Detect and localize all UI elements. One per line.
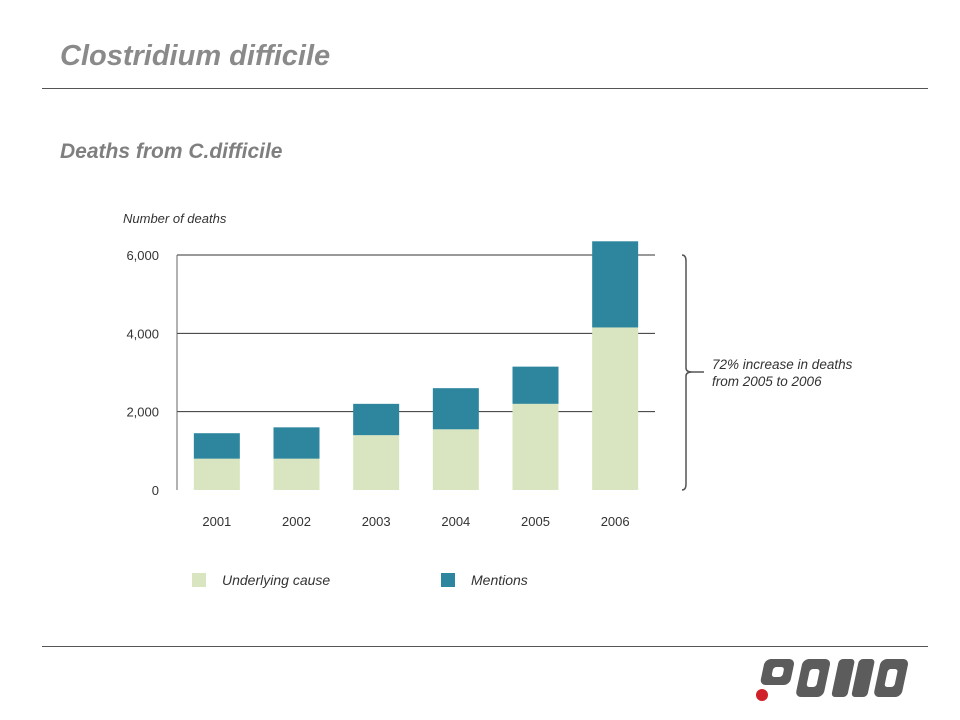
legend-item-underlying-cause: Underlying cause	[192, 572, 330, 588]
y-tick-label-6000: 6,000	[126, 248, 159, 263]
x-tick-label-2006: 2006	[601, 514, 630, 529]
y-tick-label-4000: 4,000	[126, 326, 159, 341]
x-tick-label-2003: 2003	[362, 514, 391, 529]
legend-item-mentions: Mentions	[441, 572, 528, 588]
gamma-logo	[756, 659, 909, 701]
annotation-line-2: from 2005 to 2006	[712, 374, 822, 389]
bar-2002-mentions	[273, 427, 320, 459]
x-tick-label-2001: 2001	[202, 514, 231, 529]
bar-2001-mentions	[193, 433, 240, 459]
annotation-line-1: 72% increase in deaths	[712, 357, 853, 372]
header-divider	[42, 88, 928, 89]
increase-bracket	[681, 254, 693, 491]
bar-2005-mentions	[512, 366, 559, 404]
legend-swatch-mentions	[441, 573, 455, 587]
slide-title: Clostridium difficile	[60, 40, 331, 72]
legend-label-underlying-cause: Underlying cause	[222, 572, 331, 588]
bar-2006-underlying-cause	[592, 327, 639, 490]
legend-swatch-underlying-cause	[192, 573, 206, 587]
increase-annotation: 72% increase in deaths from 2005 to 2006	[712, 356, 912, 390]
bar-2004-underlying-cause	[432, 429, 479, 490]
chart-subtitle: Deaths from C.difficile	[60, 140, 283, 163]
y-tick-label-2000: 2,000	[126, 405, 159, 420]
footer-divider	[42, 646, 928, 647]
bar-2005-underlying-cause	[512, 403, 559, 490]
bar-2004-mentions	[432, 388, 479, 430]
bar-2003-underlying-cause	[353, 435, 400, 490]
y-tick-label-0: 0	[152, 483, 159, 498]
bar-2002-underlying-cause	[273, 458, 320, 490]
legend-label-mentions: Mentions	[471, 572, 528, 588]
x-tick-label-2005: 2005	[521, 514, 550, 529]
bar-2001-underlying-cause	[193, 458, 240, 490]
x-tick-label-2004: 2004	[441, 514, 470, 529]
bar-2003-mentions	[353, 403, 400, 436]
x-tick-label-2002: 2002	[282, 514, 311, 529]
bar-2006-mentions	[592, 241, 639, 328]
y-axis-label: Number of deaths	[123, 211, 227, 226]
